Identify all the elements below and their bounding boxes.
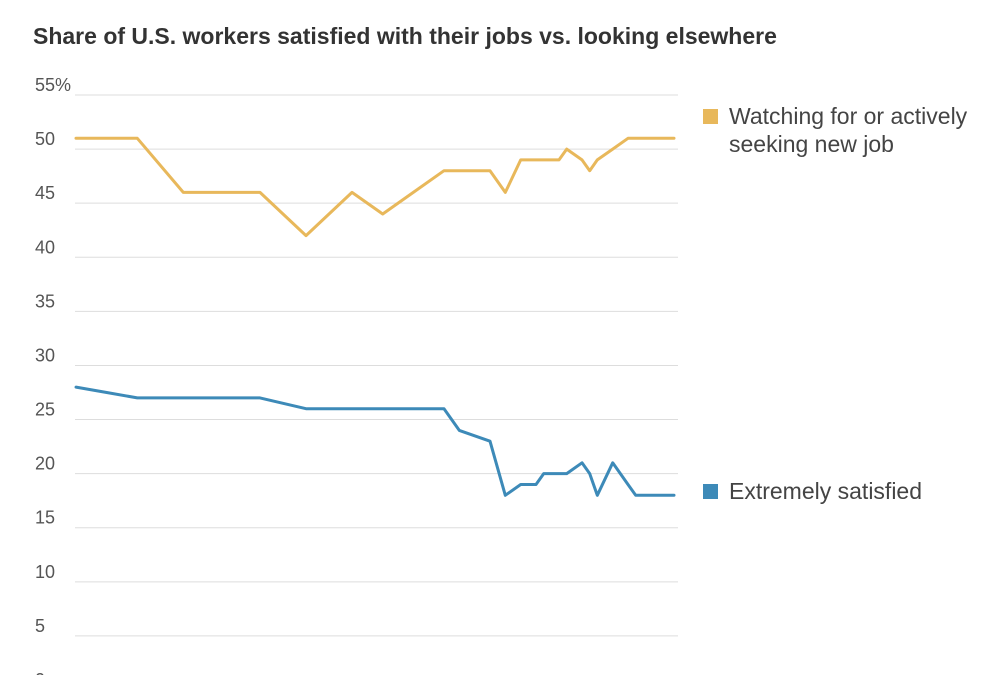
y-tick-label-40: 40 xyxy=(35,237,55,257)
y-tick-label-25: 25 xyxy=(35,400,55,420)
series-lines xyxy=(74,136,676,497)
y-tick-label-20: 20 xyxy=(35,454,55,474)
y-tick-label-5: 5 xyxy=(35,616,45,636)
y-tick-label-35: 35 xyxy=(35,291,55,311)
legend-label-0-line-1: Watching for or actively xyxy=(729,103,968,129)
y-tick-label-55: 55% xyxy=(35,75,71,95)
series-line-0 xyxy=(74,136,676,238)
gridlines xyxy=(75,94,678,637)
legend-label-0-line-2: seeking new job xyxy=(729,131,894,157)
y-tick-label-50: 50 xyxy=(35,129,55,149)
y-tick-label-45: 45 xyxy=(35,183,55,203)
legend-label-1: Extremely satisfied xyxy=(729,478,922,504)
legend-swatch-1 xyxy=(703,484,718,499)
y-tick-label-0: 0 xyxy=(35,670,45,675)
legend-swatch-0 xyxy=(703,109,718,124)
y-tick-label-30: 30 xyxy=(35,345,55,365)
y-tick-label-10: 10 xyxy=(35,562,55,582)
y-tick-label-15: 15 xyxy=(35,508,55,528)
y-axis-tick-labels: 55%50454035302520151050 xyxy=(35,75,71,675)
chart-title: Share of U.S. workers satisfied with the… xyxy=(33,23,777,49)
legend-label-0: Watching for or actively seeking new job xyxy=(729,103,968,157)
legend: Watching for or actively seeking new job E… xyxy=(703,103,968,504)
series-line-1 xyxy=(74,385,676,497)
